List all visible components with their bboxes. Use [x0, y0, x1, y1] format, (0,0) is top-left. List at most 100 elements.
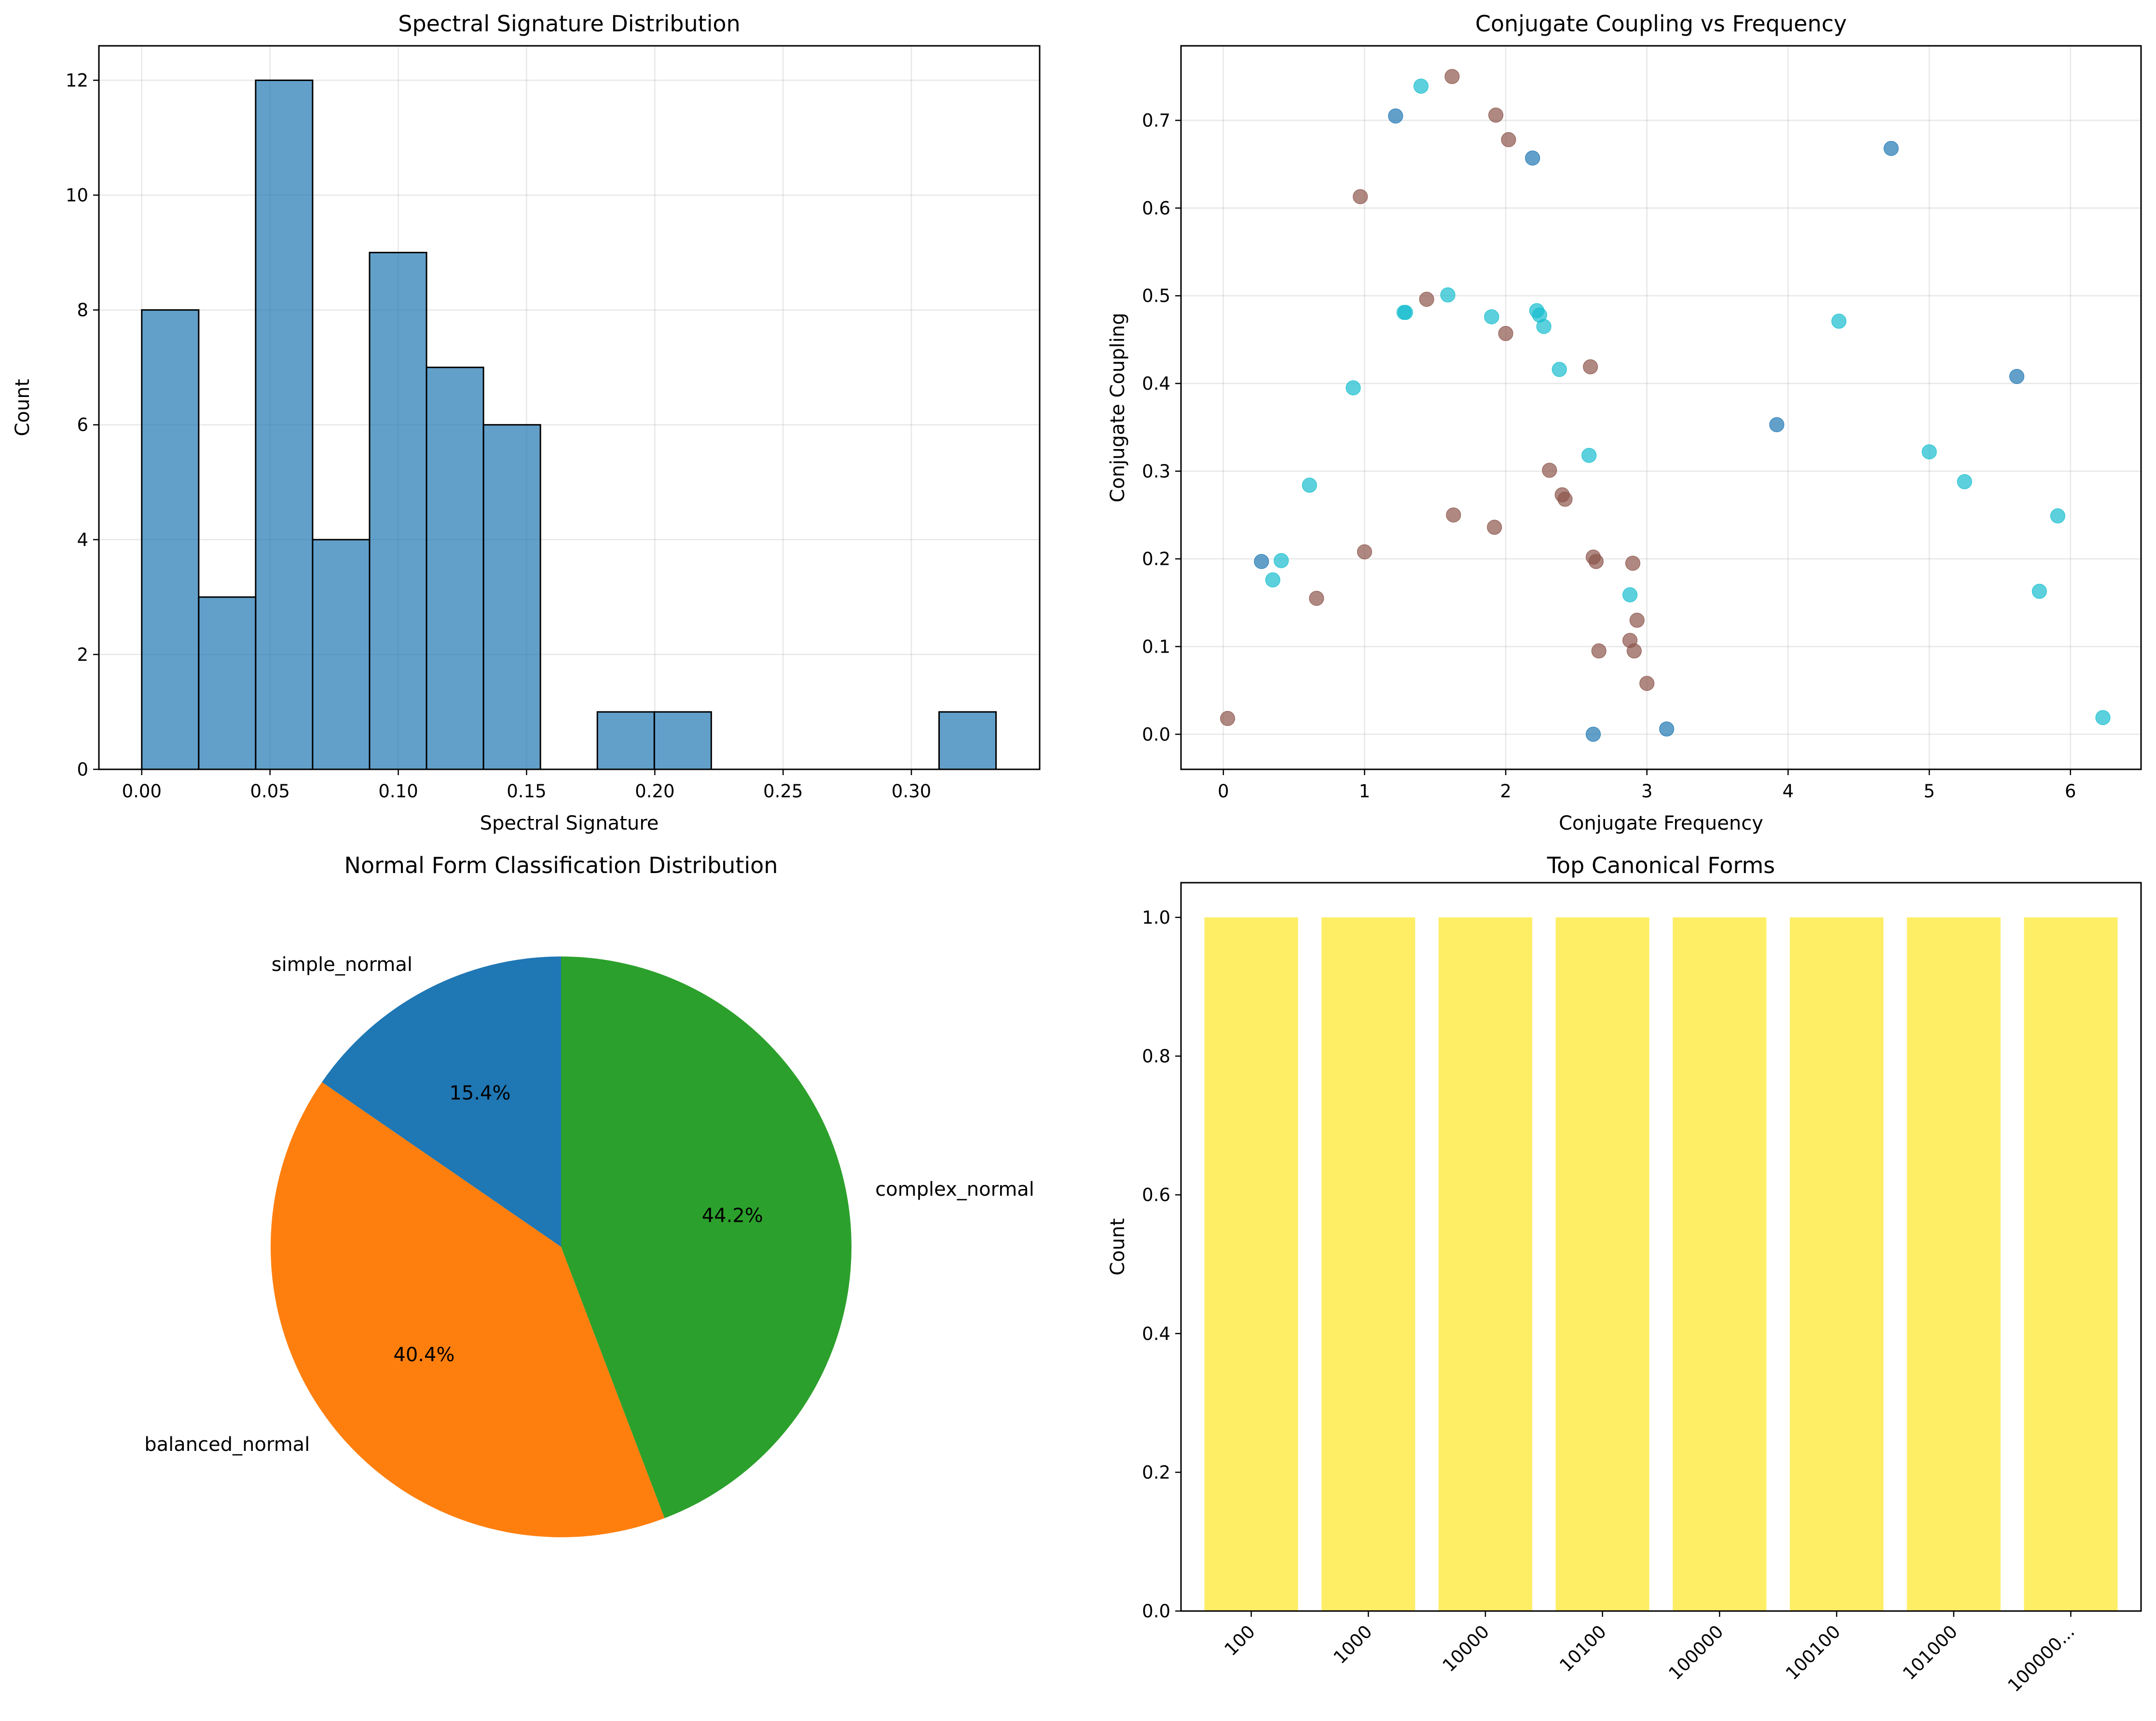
- scatter-x-ticks: 0 1 2 3 4 5 6: [1218, 769, 2076, 802]
- histogram-bar: [938, 711, 997, 770]
- scatter-point: [1398, 305, 1413, 320]
- scatter-point: [2032, 584, 2047, 599]
- pie-category-label: simple_normal: [272, 954, 412, 976]
- canonical-bars: [1204, 917, 2118, 1611]
- scatter-point: [1536, 319, 1552, 334]
- histogram-x-label: Spectral Signature: [480, 812, 659, 834]
- scatter-point: [1883, 141, 1899, 156]
- scatter-point: [1419, 291, 1434, 307]
- canonical-y-tick-label: 0.4: [1142, 1324, 1170, 1344]
- scatter-y-tick-label: 0.2: [1142, 549, 1170, 570]
- canonical-title: Top Canonical Forms: [1547, 852, 1775, 878]
- histogram-frame: [98, 45, 1041, 770]
- histogram-x-tick-label: 0.05: [250, 781, 289, 802]
- histogram-x-tick-label: 0.15: [507, 781, 546, 802]
- scatter-point: [1525, 150, 1540, 166]
- scatter-point: [1488, 108, 1504, 123]
- scatter-y-tick-label: 0.7: [1142, 110, 1170, 131]
- scatter-x-label: Conjugate Frequency: [1559, 812, 1763, 834]
- histogram-bar: [312, 539, 371, 770]
- histogram-y-tick-label: 4: [77, 530, 88, 550]
- scatter-y-tick-label: 0.0: [1142, 724, 1170, 745]
- scatter-point: [1625, 556, 1640, 571]
- histogram-y-ticks: 0 2 4 6 8 10 12: [66, 70, 99, 780]
- scatter-point: [1588, 554, 1604, 569]
- scatter-point: [1414, 79, 1428, 94]
- scatter-point: [1309, 590, 1324, 606]
- canonical-y-tick-label: 0.2: [1142, 1462, 1170, 1483]
- histogram-x-tick-label: 0.10: [378, 781, 418, 802]
- scatter-point: [1922, 444, 1937, 460]
- canonical-bar: [1789, 917, 1884, 1611]
- pie-category-label: balanced_normal: [144, 1434, 310, 1456]
- scatter-y-tick-label: 0.3: [1142, 461, 1170, 482]
- pie-panel: Normal Form Classification Distribution …: [144, 852, 1034, 1537]
- scatter-point: [1552, 362, 1567, 377]
- histogram-bar: [426, 367, 484, 770]
- canonical-bar: [1321, 917, 1415, 1611]
- scatter-point: [1254, 554, 1269, 569]
- scatter-y-tick-label: 0.4: [1142, 373, 1170, 394]
- scatter-y-tick-label: 0.5: [1142, 286, 1170, 306]
- pie-slice-simple-normal: [322, 956, 561, 1247]
- scatter-point: [1639, 676, 1655, 691]
- histogram-title: Spectral Signature Distribution: [398, 11, 740, 37]
- scatter-point: [1831, 314, 1847, 329]
- histogram-panel: 0.00 0.05 0.10 0.15 0.20 0.25 0.30 0 2 4 6 8 10 12 S…: [12, 11, 1041, 834]
- scatter-panel: 0 1 2 3 4 5 6 0.0 0.1 0.2 0.3 0.4 0.5 0.6 0.7 Conjuga…: [1107, 11, 2142, 834]
- histogram-y-tick-label: 10: [66, 185, 88, 206]
- histogram-x-ticks: 0.00 0.05 0.10 0.15 0.20 0.25 0.30: [122, 769, 931, 802]
- scatter-point: [1353, 189, 1368, 205]
- scatter-x-tick-label: 5: [1923, 781, 1935, 802]
- scatter-point: [1583, 359, 1598, 374]
- pie-slice-complex-normal: [561, 956, 851, 1518]
- histogram-x-tick-label: 0.20: [635, 781, 674, 802]
- pie-percent-label: 15.4%: [449, 1082, 510, 1104]
- pie-slices: [271, 956, 851, 1537]
- scatter-point: [1357, 544, 1372, 560]
- scatter-point: [1498, 326, 1513, 341]
- canonical-y-tick-label: 0.0: [1142, 1601, 1170, 1622]
- scatter-point: [1542, 463, 1557, 478]
- canonical-y-ticks: 0.0 0.2 0.4 0.6 0.8 1.0: [1142, 907, 1181, 1622]
- scatter-y-label: Conjugate Coupling: [1107, 313, 1129, 502]
- histogram-y-tick-label: 8: [77, 300, 88, 321]
- scatter-point: [1274, 553, 1289, 568]
- histogram-y-label: Count: [12, 379, 34, 437]
- scatter-point: [1487, 519, 1502, 535]
- pie-category-label: complex_normal: [875, 1178, 1034, 1201]
- canonical-bar: [1438, 917, 1533, 1611]
- scatter-point: [1501, 132, 1516, 148]
- scatter-frame: [1180, 45, 2142, 770]
- histogram-bar: [141, 309, 200, 770]
- canonical-y-tick-label: 1.0: [1142, 907, 1170, 928]
- pie-percent-label: 40.4%: [393, 1344, 454, 1366]
- canonical-y-tick-label: 0.8: [1142, 1046, 1170, 1067]
- scatter-point: [1586, 726, 1601, 742]
- scatter-point: [2009, 369, 2024, 384]
- scatter-point: [1622, 587, 1638, 602]
- scatter-x-tick-label: 0: [1218, 781, 1229, 802]
- scatter-point: [1446, 507, 1461, 523]
- scatter-point: [1484, 309, 1499, 325]
- histogram-x-tick-label: 0.30: [892, 781, 931, 802]
- pie-slice-balanced-normal: [271, 1082, 665, 1537]
- scatter-point: [1629, 613, 1645, 628]
- scatter-gridlines: [1181, 46, 2141, 769]
- scatter-point: [1769, 417, 1785, 432]
- scatter-point: [1440, 287, 1456, 302]
- scatter-y-tick-label: 0.1: [1142, 636, 1170, 657]
- histogram-y-tick-label: 12: [66, 70, 88, 91]
- scatter-point: [1557, 492, 1573, 507]
- scatter-x-tick-label: 4: [1783, 781, 1794, 802]
- pie-labels: simple_normal 15.4% balanced_normal 40.4% co…: [144, 954, 1034, 1456]
- scatter-point: [1659, 721, 1675, 737]
- canonical-bar: [1673, 917, 1767, 1611]
- histogram-y-tick-label: 2: [77, 644, 88, 665]
- canonical-y-label: Count: [1107, 1218, 1129, 1276]
- histogram-bar: [653, 711, 712, 770]
- histogram-bar: [255, 79, 314, 770]
- histogram-y-tick-label: 6: [77, 415, 88, 436]
- canonical-bar-panel: 100 1000 10000 10100 100000 100100 101000 10000…: [1107, 852, 2142, 1696]
